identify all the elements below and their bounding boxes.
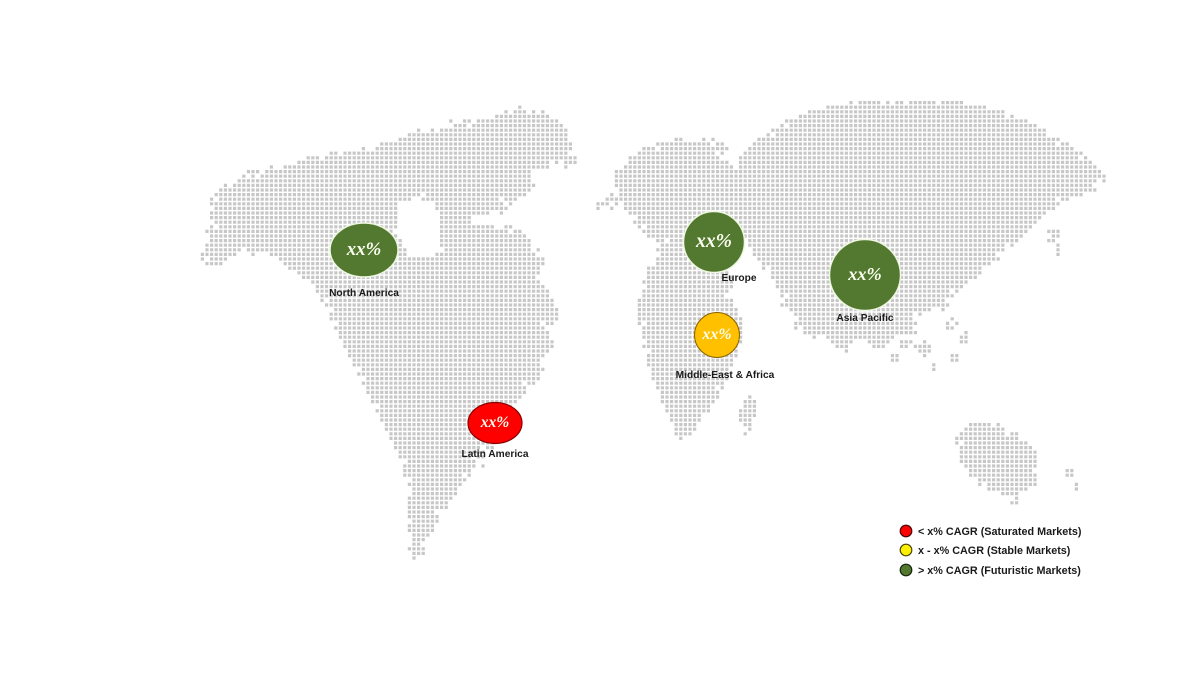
svg-text:xx%: xx% bbox=[346, 239, 381, 260]
svg-text:North America: North America bbox=[329, 288, 399, 299]
svg-text:xx%: xx% bbox=[701, 326, 731, 343]
svg-text:Latin America: Latin America bbox=[462, 449, 529, 460]
svg-text:x - x% CAGR (Stable Markets): x - x% CAGR (Stable Markets) bbox=[918, 545, 1071, 557]
svg-text:xx%: xx% bbox=[695, 231, 732, 252]
svg-text:xx%: xx% bbox=[847, 264, 882, 284]
svg-text:Asia Pacific: Asia Pacific bbox=[836, 313, 894, 324]
svg-text:> x% CAGR (Futuristic Markets): > x% CAGR (Futuristic Markets) bbox=[918, 565, 1081, 577]
svg-text:< x% CAGR (Saturated Markets): < x% CAGR (Saturated Markets) bbox=[918, 526, 1082, 538]
svg-text:Middle-East & Africa: Middle-East & Africa bbox=[676, 370, 775, 381]
svg-text:xx%: xx% bbox=[480, 414, 510, 431]
svg-text:Europe: Europe bbox=[721, 273, 756, 284]
